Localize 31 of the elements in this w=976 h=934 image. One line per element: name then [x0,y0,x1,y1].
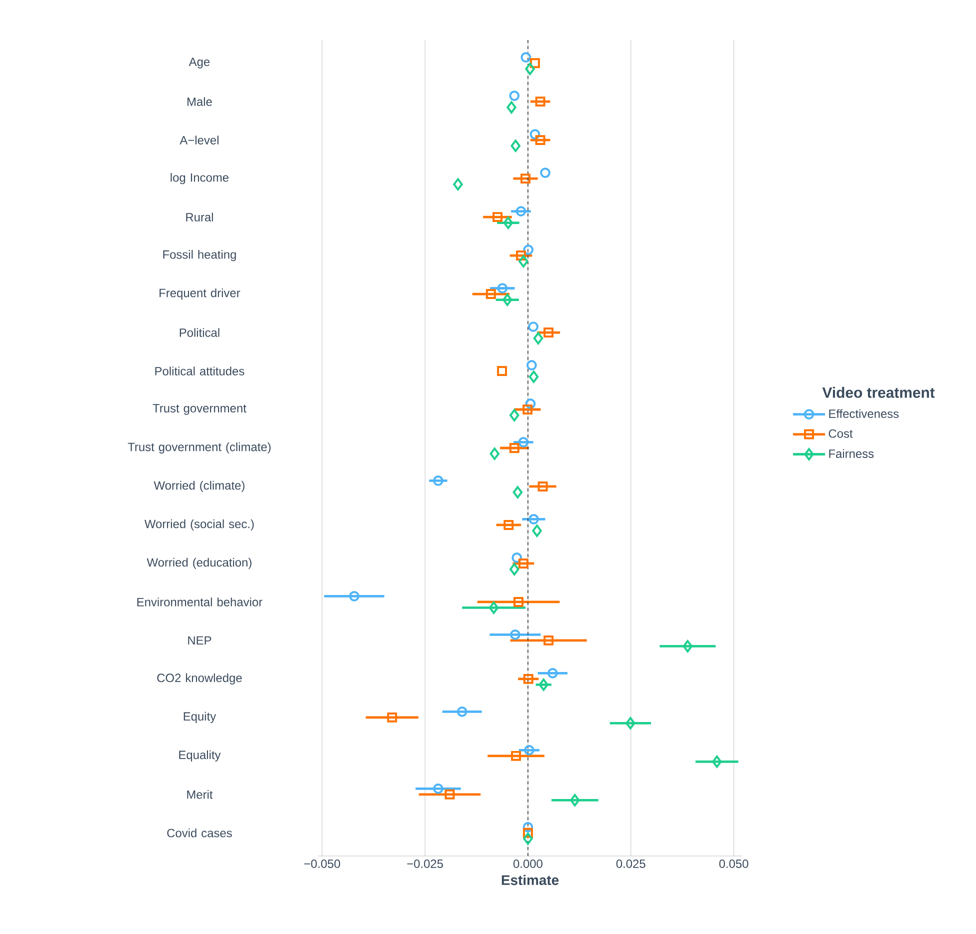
y-tick-label: NEP [188,636,212,645]
y-tick-label: Equity [184,712,216,724]
x-tick-label: 0.050 [719,860,748,868]
y-tick-label: A−level [180,136,218,144]
y-tick-label: Worried (social sec.) [144,519,254,531]
y-tick-label: Frequent driver [160,288,240,300]
y-tick-label: Age [188,58,210,68]
y-tick-label: log Income [170,172,228,184]
x-tick-label: −0.025 [407,860,443,868]
y-tick-label: Covid cases [167,828,232,838]
y-tick-label: Rural [186,212,213,222]
y-tick-label: Trust government [152,404,246,415]
y-tick-label: Male [188,97,212,106]
y-tick-label: Merit [187,790,213,799]
y-tick-label: Political [180,328,220,337]
legend-label: Fairness [829,449,874,458]
y-tick-label: Environmental behavior [137,598,262,606]
x-axis-title: Estimate [502,874,559,886]
legend-title: Video treatment [822,386,935,398]
y-tick-label: CO2 knowledge [157,673,242,685]
y-tick-label: Worried (climate) [154,480,244,492]
legend-label: Cost [828,429,853,438]
y-tick-label: Worried (education) [146,558,252,570]
y-tick-label: Fossil heating [163,250,236,262]
y-tick-label: Trust government (climate) [128,442,271,454]
x-tick-label: 0.025 [616,860,646,868]
y-tick-label: Political attitudes [155,366,244,376]
x-tick-label: 0.000 [513,860,542,868]
legend-label: Effectiveness [829,409,899,418]
x-tick-label: −0.050 [304,860,340,868]
y-tick-label: Equality [179,750,221,762]
